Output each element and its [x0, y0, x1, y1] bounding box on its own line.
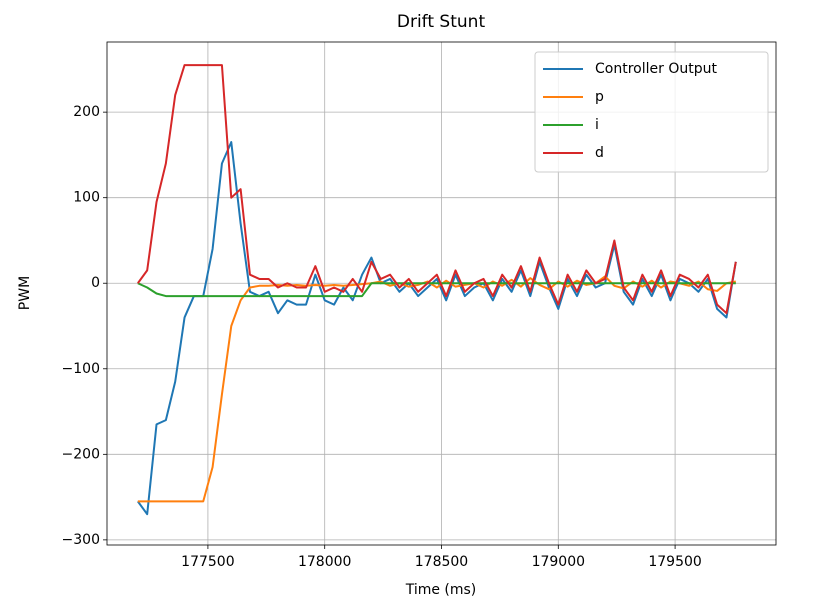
- y-tick-label: 200: [73, 104, 100, 120]
- legend-label: Controller Output: [595, 61, 717, 77]
- x-axis-label: Time (ms): [405, 582, 477, 598]
- y-tick-label: 0: [91, 275, 100, 291]
- y-axis-label: PWM: [17, 276, 33, 310]
- x-tick-label: 179500: [648, 554, 701, 570]
- y-tick-label: −200: [62, 446, 100, 462]
- x-tick-label: 178500: [415, 554, 468, 570]
- x-tick-label: 177500: [181, 554, 234, 570]
- series-line: [137, 275, 737, 503]
- series-line: [137, 64, 737, 315]
- legend-label: i: [595, 117, 599, 133]
- legend-box: [534, 51, 769, 173]
- y-tick-label: 100: [73, 190, 100, 206]
- series-line: [137, 282, 736, 298]
- plot-frame: [106, 41, 777, 546]
- chart-title: Drift Stunt: [397, 12, 486, 32]
- series-line: [137, 141, 737, 516]
- legend-label: d: [595, 145, 604, 161]
- legend-label: p: [595, 89, 604, 105]
- y-tick-label: −300: [62, 532, 100, 548]
- x-tick-label: 179000: [532, 554, 585, 570]
- y-tick-label: −100: [62, 361, 100, 377]
- x-tick-label: 178000: [298, 554, 351, 570]
